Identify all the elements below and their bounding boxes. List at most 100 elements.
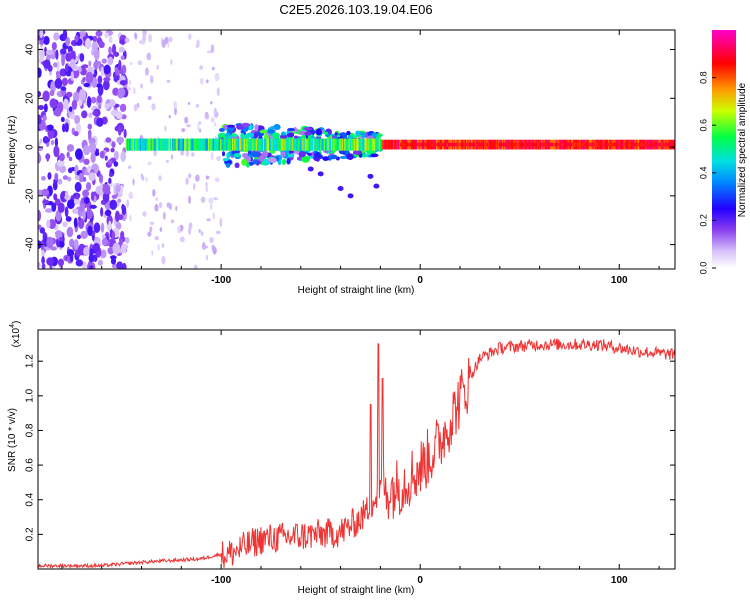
heat-cell xyxy=(120,151,127,162)
heat-cell xyxy=(55,70,60,77)
heat-cell xyxy=(304,138,307,151)
heat-cell xyxy=(82,209,86,221)
heat-cell xyxy=(76,234,82,240)
heat-cell xyxy=(310,138,313,151)
heat-cell xyxy=(100,222,105,234)
heat-cell xyxy=(299,138,302,151)
heat-cell xyxy=(540,142,542,147)
heat-cell xyxy=(65,52,72,62)
heat-cell xyxy=(562,142,565,147)
heat-cell xyxy=(187,101,191,105)
heat-cell xyxy=(78,88,87,101)
heat-cell xyxy=(38,209,42,222)
heat-cell xyxy=(273,124,281,131)
heat-cell xyxy=(347,193,354,199)
heat-cell xyxy=(147,231,152,237)
heat-cell xyxy=(196,138,198,151)
heat-cell xyxy=(222,138,224,151)
heat-cell xyxy=(233,153,242,158)
heat-cell xyxy=(634,142,636,147)
heat-cell xyxy=(565,142,568,147)
heat-cell xyxy=(405,142,407,147)
heat-cell xyxy=(48,218,56,230)
heat-cell xyxy=(193,138,196,151)
heat-cell xyxy=(216,155,222,162)
heat-cell xyxy=(260,138,262,151)
heat-cell xyxy=(120,243,127,254)
heat-cell xyxy=(111,231,116,239)
heat-cell xyxy=(266,138,268,151)
heat-cell xyxy=(97,259,104,266)
heat-cell xyxy=(170,138,173,151)
heat-cell xyxy=(105,137,112,143)
heat-cell xyxy=(332,138,334,151)
heat-cell xyxy=(79,53,85,62)
heat-cell xyxy=(51,42,57,51)
heat-cell xyxy=(624,142,627,147)
heat-cell xyxy=(427,142,429,147)
heat-cell xyxy=(213,107,217,116)
heat-cell xyxy=(87,123,93,130)
heat-cell xyxy=(632,142,635,147)
heat-cell xyxy=(372,138,375,151)
heat-cell xyxy=(64,122,69,133)
heat-cell xyxy=(149,221,155,226)
heat-cell xyxy=(121,203,125,212)
heat-cell xyxy=(226,124,236,128)
heat-cell xyxy=(73,217,78,228)
heat-cell xyxy=(77,216,81,221)
heat-cell xyxy=(115,222,122,230)
heat-cell xyxy=(234,162,240,169)
heat-cell xyxy=(211,66,215,71)
heat-cell xyxy=(214,122,217,127)
heat-cell xyxy=(408,142,410,147)
heat-cell xyxy=(224,138,227,151)
heat-cell xyxy=(256,138,259,151)
heat-cell xyxy=(78,172,85,183)
heat-cell xyxy=(522,142,525,147)
heat-cell xyxy=(74,34,79,43)
heat-cell xyxy=(111,43,117,55)
heat-cell xyxy=(570,142,573,147)
heat-cell xyxy=(254,138,256,151)
heat-cell xyxy=(43,103,48,113)
heat-cell xyxy=(210,138,212,151)
heat-cell xyxy=(186,138,188,151)
heat-cell xyxy=(253,138,255,151)
heat-cell xyxy=(147,138,149,151)
heat-cell xyxy=(581,142,584,147)
heat-cell xyxy=(556,142,558,147)
heat-cell xyxy=(194,138,197,151)
y-tick-label: 0 xyxy=(25,144,36,150)
spectrogram-ticks: -100 0 100 -40 -20 0 20 40 xyxy=(25,30,675,286)
heat-cell xyxy=(247,138,249,151)
heat-cell xyxy=(176,138,179,151)
heat-cell xyxy=(518,142,520,147)
heat-cell xyxy=(68,156,73,162)
heat-cell xyxy=(91,49,95,56)
heat-cell xyxy=(631,142,633,147)
heat-cell xyxy=(637,142,640,147)
heat-cell xyxy=(74,181,82,193)
heat-cell xyxy=(101,238,108,246)
heat-cell xyxy=(592,142,595,147)
heat-cell xyxy=(130,138,132,151)
heat-cell xyxy=(234,138,236,151)
heat-cell xyxy=(117,198,122,203)
heat-cell xyxy=(594,142,597,147)
heat-cell xyxy=(607,142,609,147)
heat-cell xyxy=(261,161,265,166)
heat-cell xyxy=(365,153,369,158)
heat-cell xyxy=(78,66,82,73)
heat-cell xyxy=(671,142,673,147)
heat-cell xyxy=(143,138,145,151)
heat-cell xyxy=(74,114,81,125)
heat-cell xyxy=(416,142,418,147)
y-tick-label: -20 xyxy=(25,188,36,203)
heat-cell xyxy=(239,138,241,151)
heat-cell xyxy=(672,142,675,147)
heat-cell xyxy=(57,178,63,185)
heat-cell xyxy=(209,203,213,210)
heat-cell xyxy=(65,36,71,47)
